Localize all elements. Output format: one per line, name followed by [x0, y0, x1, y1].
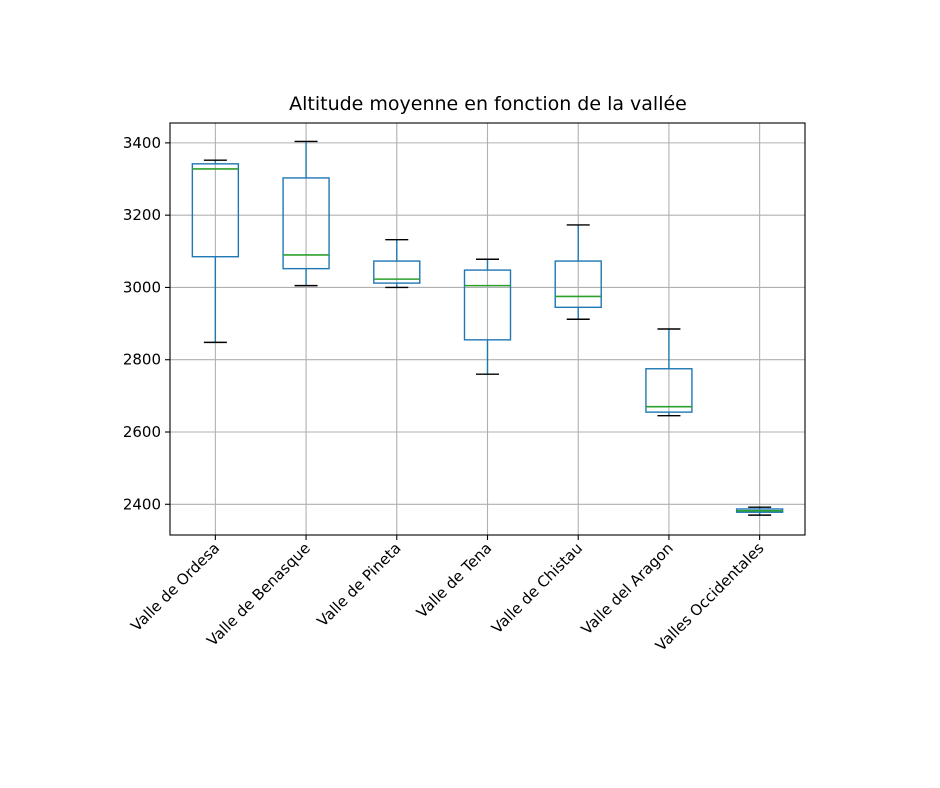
box-6 [645, 328, 693, 417]
box-1 [191, 159, 240, 344]
grid-layer [170, 123, 805, 535]
x-tick-label: Valle del Aragon [578, 539, 677, 638]
x-tick-label: Valle de Chistau [488, 539, 586, 637]
box-7 [735, 506, 784, 516]
axis-layer [165, 122, 806, 540]
iqr-box [645, 368, 693, 413]
box-4 [463, 258, 512, 375]
iqr-box [554, 260, 602, 309]
plot-frame [169, 122, 806, 536]
x-tick-label: Valle de Pineta [314, 539, 405, 630]
y-tick-label: 3400 [123, 134, 161, 152]
box-layer [191, 140, 784, 516]
iqr-box [373, 260, 421, 284]
box-5 [554, 224, 602, 320]
x-tick-label: Valle de Tena [413, 539, 496, 622]
y-tick-label: 2800 [123, 351, 161, 369]
iqr-box [463, 269, 512, 341]
x-tick-label: Valle de Ordesa [127, 539, 223, 635]
chart-title: Altitude moyenne en fonction de la vallé… [289, 93, 687, 115]
iqr-box [282, 177, 330, 270]
y-tick-label: 3200 [123, 206, 161, 224]
iqr-box [191, 163, 240, 258]
x-tick-label: Valle de Benasque [203, 539, 314, 650]
box-3 [373, 239, 421, 289]
y-tick-label: 2600 [123, 423, 161, 441]
y-tick-label: 3000 [123, 278, 161, 296]
box-2 [282, 140, 330, 287]
y-tick-label: 2400 [123, 495, 161, 513]
